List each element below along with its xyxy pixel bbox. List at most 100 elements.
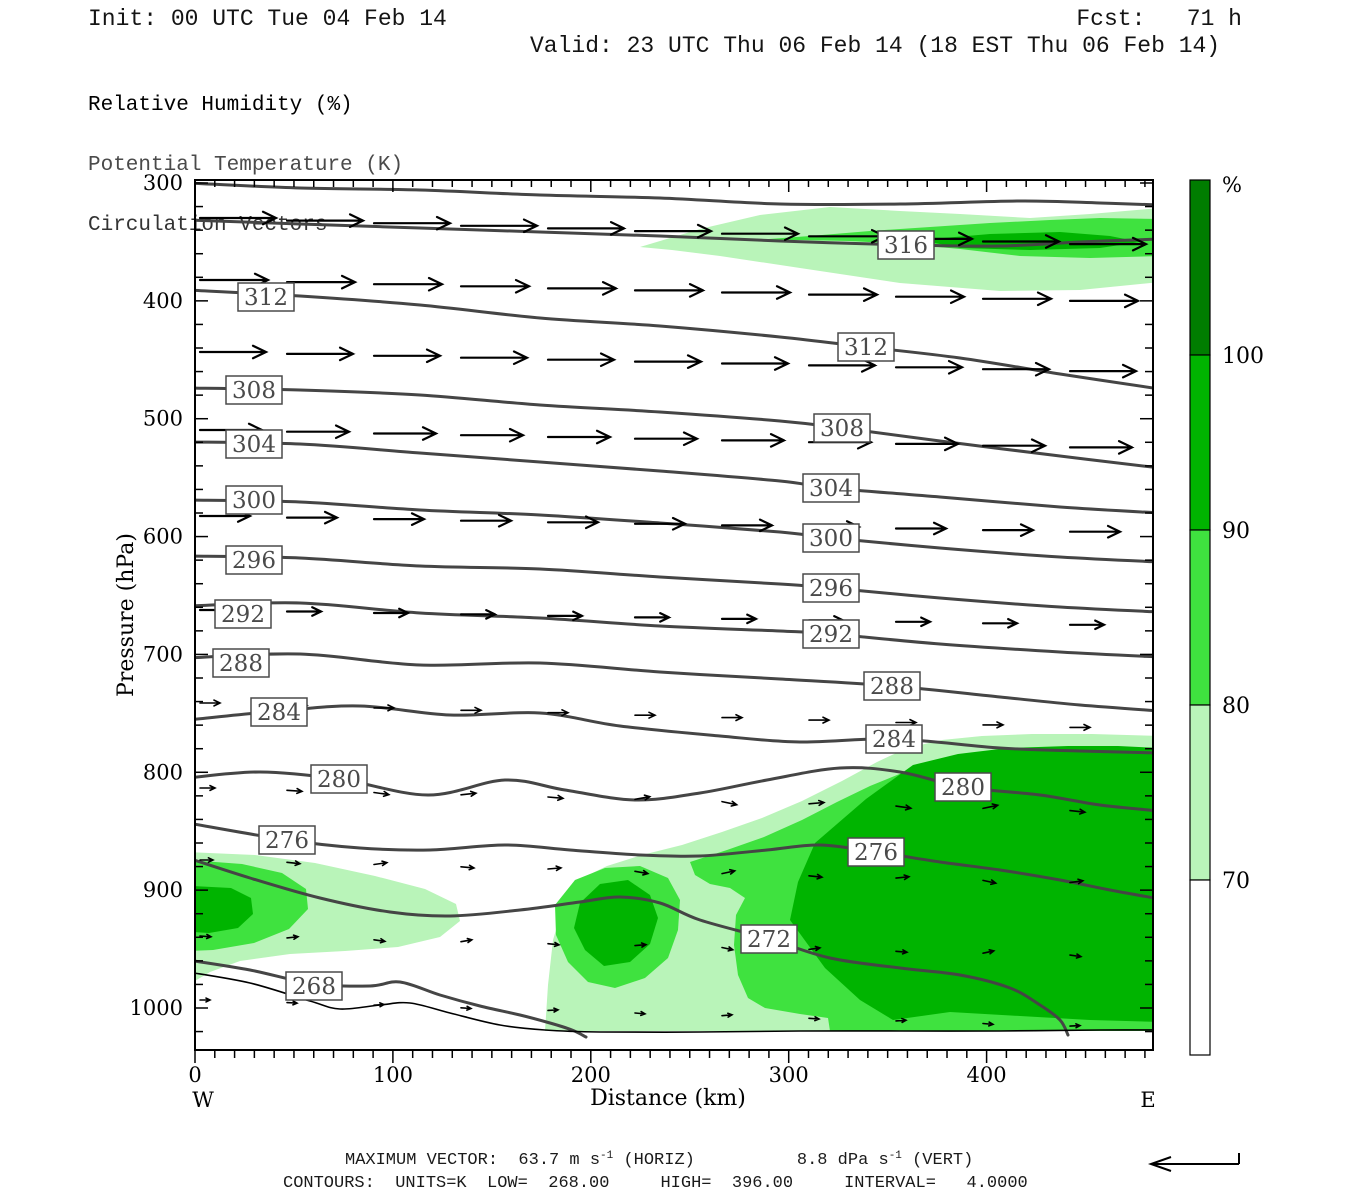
wind-arrow-glyph bbox=[634, 869, 650, 876]
wind-arrow bbox=[372, 215, 453, 231]
contour-label-box bbox=[250, 697, 308, 727]
wind-arrow bbox=[285, 424, 352, 440]
wind-arrow-glyph bbox=[634, 711, 657, 719]
wind-arrow-glyph bbox=[982, 803, 1000, 810]
rh-region-90-100-5 bbox=[195, 886, 253, 933]
wind-arrow bbox=[373, 790, 391, 798]
theta-contour-288 bbox=[195, 652, 1153, 712]
axis-ticks bbox=[194, 180, 1153, 1063]
wind-arrow bbox=[808, 799, 826, 807]
colorbar-label-100: 100 bbox=[1222, 344, 1264, 369]
wind-arrow-glyph bbox=[459, 218, 540, 234]
wind-arrow bbox=[720, 433, 787, 448]
contour-label-box bbox=[225, 485, 283, 515]
y-tick-label: 500 bbox=[143, 407, 183, 431]
y-axis-title: Pressure (hPa) bbox=[114, 533, 139, 697]
wind-arrow-glyph bbox=[894, 289, 967, 305]
wind-arrow-glyph bbox=[1069, 953, 1083, 959]
wind-arrow bbox=[547, 941, 561, 948]
wind-arrow-glyph bbox=[634, 794, 652, 801]
wind-arrow-glyph bbox=[547, 941, 561, 948]
wind-arrow-glyph bbox=[720, 613, 759, 625]
wind-arrow bbox=[634, 942, 648, 948]
wind-arrow-glyph bbox=[981, 361, 1052, 377]
wind-arrow-glyph bbox=[373, 1002, 386, 1008]
wind-arrow bbox=[895, 1017, 908, 1024]
contour-label-text: 284 bbox=[872, 727, 916, 753]
wind-arrow-glyph bbox=[1069, 723, 1092, 732]
wind-arrow-glyph bbox=[720, 226, 801, 242]
wind-arrow-glyph bbox=[720, 518, 775, 533]
init-time-label: Init: 00 UTC Tue 04 Feb 14 bbox=[88, 6, 447, 32]
wind-arrow-glyph bbox=[1068, 524, 1123, 539]
wind-arrow-glyph bbox=[372, 512, 427, 526]
x-axis-title: Distance (km) bbox=[590, 1086, 746, 1111]
wind-arrow bbox=[1068, 363, 1139, 379]
wind-arrow-glyph bbox=[720, 433, 787, 448]
wind-arrow-glyph bbox=[633, 354, 704, 369]
wind-arrow bbox=[1068, 524, 1123, 539]
wind-arrow-glyph bbox=[1069, 808, 1087, 815]
wind-arrow-glyph bbox=[633, 431, 700, 447]
contour-label-text: 292 bbox=[221, 602, 265, 628]
wind-arrow bbox=[981, 291, 1054, 307]
wind-arrow bbox=[460, 864, 476, 871]
wind-arrow bbox=[285, 274, 358, 290]
y-tick-label: 300 bbox=[143, 171, 183, 195]
wind-arrow bbox=[546, 429, 613, 445]
legend-relative-humidity: Relative Humidity (%) bbox=[88, 94, 353, 117]
wind-arrow-glyph bbox=[546, 429, 613, 445]
wind-arrow bbox=[721, 1012, 734, 1018]
wind-arrow bbox=[634, 869, 650, 876]
wind-arrow-glyph bbox=[895, 874, 911, 881]
wind-arrow-glyph bbox=[1068, 440, 1135, 455]
contour-label-300: 300 bbox=[802, 523, 860, 553]
wind-arrow bbox=[721, 713, 744, 722]
wind-arrow-glyph bbox=[721, 713, 744, 722]
contour-label-text: 272 bbox=[747, 927, 791, 953]
wind-arrow-glyph bbox=[286, 934, 300, 940]
wind-arrow bbox=[808, 945, 822, 952]
wind-arrow-glyph bbox=[1069, 878, 1085, 885]
wind-arrow-glyph bbox=[894, 436, 961, 452]
contour-label-text: 280 bbox=[941, 775, 985, 801]
wind-arrow bbox=[460, 790, 478, 797]
contour-label-box bbox=[802, 619, 860, 649]
wind-arrow bbox=[459, 218, 540, 234]
colorbar-segment-0 bbox=[1189, 879, 1211, 1056]
wind-arrow bbox=[720, 613, 759, 625]
contour-label-300: 300 bbox=[225, 485, 283, 515]
wind-arrow-glyph bbox=[981, 291, 1054, 307]
colorbar-segment-80 bbox=[1189, 529, 1211, 706]
contour-label-box bbox=[237, 282, 295, 312]
wind-arrow bbox=[721, 868, 737, 875]
colorbar-segment-70 bbox=[1189, 704, 1211, 881]
wind-arrow bbox=[286, 860, 302, 867]
wind-arrow-glyph bbox=[460, 790, 478, 797]
wind-arrow bbox=[720, 226, 801, 242]
wind-arrow-glyph bbox=[720, 356, 791, 371]
contour-label-text: 308 bbox=[232, 378, 276, 404]
wind-arrow-glyph bbox=[808, 799, 826, 807]
wind-arrow bbox=[285, 606, 324, 617]
wind-arrow bbox=[1069, 953, 1083, 959]
wind-arrow-glyph bbox=[547, 865, 563, 872]
contour-label-box bbox=[285, 971, 343, 1001]
contour-label-text: 304 bbox=[232, 432, 276, 458]
wind-arrow-glyph bbox=[634, 1010, 647, 1017]
contour-label-296: 296 bbox=[802, 573, 860, 603]
contour-label-268: 268 bbox=[285, 971, 343, 1001]
wind-arrow bbox=[633, 283, 706, 298]
wind-arrow-glyph bbox=[981, 234, 1062, 249]
wind-arrow bbox=[459, 350, 530, 366]
wind-arrow-glyph bbox=[199, 856, 215, 864]
contour-label-box bbox=[802, 573, 860, 603]
plot-frame bbox=[194, 179, 1154, 1051]
contour-label-text: 280 bbox=[317, 767, 361, 793]
wind-arrow-glyph bbox=[894, 616, 933, 628]
wind-arrow bbox=[546, 221, 627, 236]
theta-contour-312 bbox=[195, 288, 1153, 390]
wind-arrow-glyph bbox=[720, 285, 793, 300]
wind-arrow-glyph bbox=[285, 424, 352, 440]
wind-arrow-glyph bbox=[546, 281, 619, 296]
